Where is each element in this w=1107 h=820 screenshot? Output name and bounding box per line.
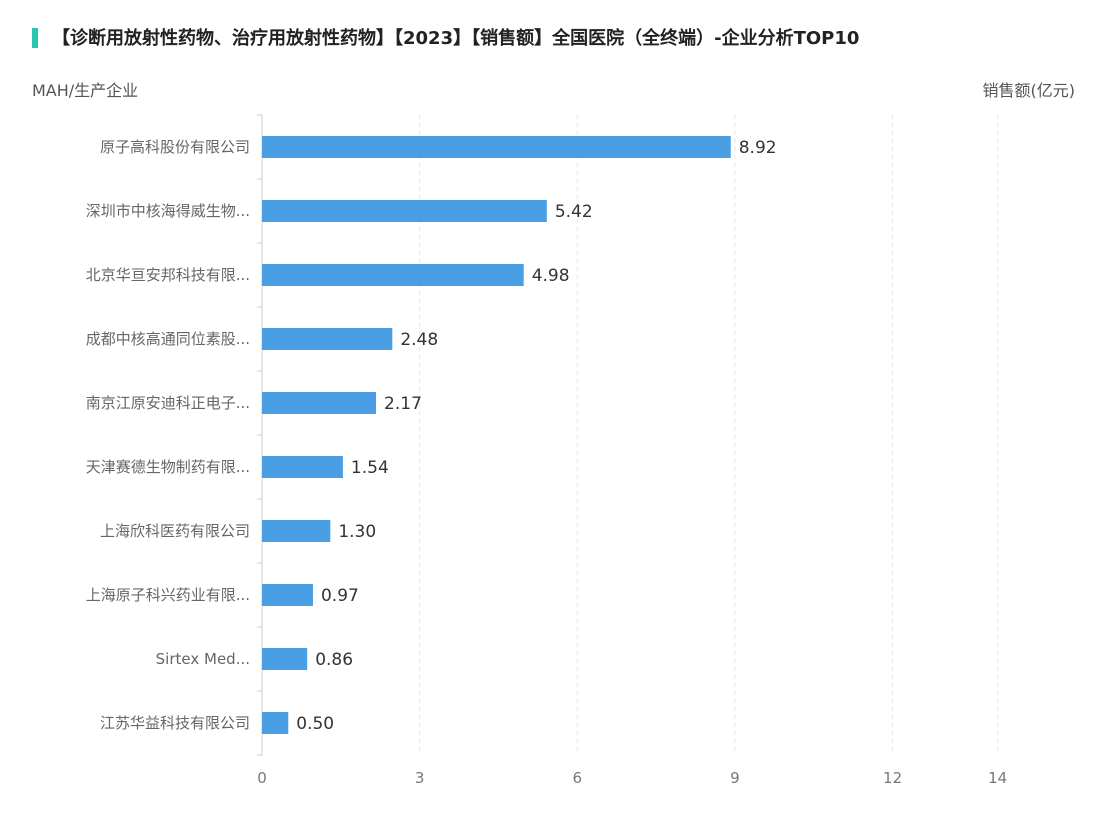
- bar[interactable]: [262, 584, 313, 606]
- category-label: 成都中核高通同位素股...: [86, 330, 250, 348]
- bar[interactable]: [262, 328, 393, 350]
- value-label: 2.48: [400, 330, 438, 350]
- title-accent-bar: [32, 28, 38, 48]
- y-axis-title: MAH/生产企业: [32, 81, 139, 100]
- chart-title: 【诊断用放射性药物、治疗用放射性药物】【2023】【销售额】全国医院（全终端）-…: [52, 28, 860, 49]
- value-label: 2.17: [384, 394, 422, 414]
- label-layer: 0 3 6 9 12 14 原子高科股份有限公司 8.92 深圳市中核海得威生物... 5.42 北…: [86, 138, 1008, 787]
- bar-layer: [262, 136, 731, 734]
- value-label: 1.54: [351, 458, 389, 478]
- x-tick-label: 12: [883, 769, 902, 787]
- category-label: 深圳市中核海得威生物...: [86, 202, 250, 220]
- category-label: 北京华亘安邦科技有限...: [86, 266, 250, 284]
- bar[interactable]: [262, 264, 524, 286]
- value-label: 0.86: [315, 650, 353, 670]
- category-label: 上海原子科兴药业有限...: [86, 586, 250, 604]
- value-label: 0.97: [321, 586, 359, 606]
- value-label: 4.98: [532, 266, 570, 286]
- category-label: 天津赛德生物制药有限...: [86, 458, 250, 476]
- value-label: 1.30: [338, 522, 376, 542]
- value-label: 5.42: [555, 202, 593, 222]
- axis-layer: [257, 114, 263, 756]
- bar[interactable]: [262, 648, 308, 670]
- bar[interactable]: [262, 392, 377, 414]
- x-tick-label: 14: [988, 769, 1007, 787]
- x-axis-title: 销售额(亿元): [982, 81, 1076, 100]
- bar[interactable]: [262, 520, 331, 542]
- x-tick-label: 6: [573, 769, 583, 787]
- category-label: 原子高科股份有限公司: [100, 138, 250, 156]
- x-tick-label: 3: [415, 769, 425, 787]
- category-label: 上海欣科医药有限公司: [100, 522, 250, 540]
- category-label: 江苏华益科技有限公司: [100, 714, 250, 732]
- x-tick-label: 9: [730, 769, 740, 787]
- x-tick-label: 0: [257, 769, 267, 787]
- bar[interactable]: [262, 136, 731, 158]
- value-label: 8.92: [739, 138, 777, 158]
- category-label: 南京江原安迪科正电子...: [86, 394, 250, 412]
- bar[interactable]: [262, 200, 547, 222]
- category-label: Sirtex Med...: [156, 650, 250, 668]
- value-label: 0.50: [296, 714, 334, 734]
- bar[interactable]: [262, 456, 343, 478]
- bar[interactable]: [262, 712, 289, 734]
